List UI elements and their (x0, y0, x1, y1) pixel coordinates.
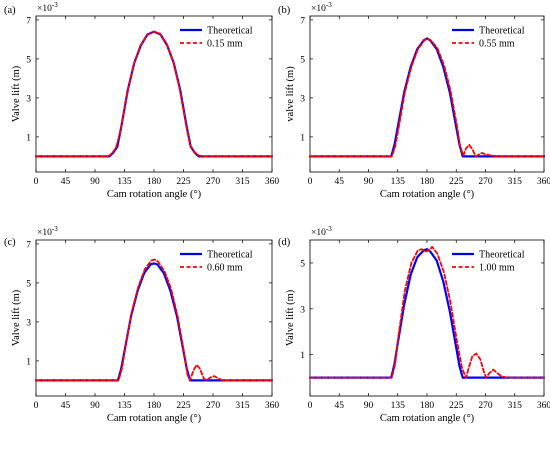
legend-entry: Theoretical (207, 26, 253, 37)
x-tick-label: 90 (364, 177, 374, 187)
x-tick-label: 315 (508, 401, 523, 411)
legend-entry: 1.00 mm (479, 263, 515, 274)
exponent-power: -3 (52, 225, 58, 233)
x-tick-label: 225 (176, 401, 191, 411)
exponent-base: ×10 (311, 228, 326, 238)
x-tick-label: 180 (147, 177, 162, 187)
x-tick-label: 315 (235, 177, 250, 187)
legend-entry: 0.60 mm (207, 263, 243, 274)
series-line-theoretical (34, 262, 274, 382)
x-tick-label: 135 (117, 177, 132, 187)
x-tick-label: 135 (391, 401, 406, 411)
x-tick-label: 180 (147, 401, 162, 411)
y-tick-label: 5 (300, 55, 305, 65)
series-line-measured (309, 245, 545, 379)
x-tick-label: 135 (391, 177, 406, 187)
y-tick-label: 1 (26, 357, 31, 367)
legend-entry: Theoretical (207, 250, 253, 261)
x-tick-label: 180 (420, 401, 435, 411)
exponent-label: ×10-3 (37, 1, 58, 14)
y-tick-label: 7 (26, 240, 31, 250)
x-tick-label: 315 (508, 177, 523, 187)
panel-label: (d) (278, 237, 291, 248)
panel-label: (c) (4, 237, 16, 248)
y-tick-label: 3 (300, 94, 305, 104)
x-tick-label: 270 (206, 401, 221, 411)
y-tick-label: 1 (26, 133, 31, 143)
y-tick-label: 3 (26, 94, 31, 104)
x-tick-label: 90 (90, 177, 100, 187)
legend-box (448, 20, 540, 50)
exponent-label: ×10-3 (37, 225, 58, 238)
exponent-label: ×10-3 (311, 225, 332, 238)
x-tick-label: 45 (61, 401, 71, 411)
x-tick-label: 270 (478, 401, 493, 411)
y-axis-label: Valve lift (m) (11, 65, 22, 122)
x-tick-label: 135 (117, 401, 132, 411)
y-tick-label: 5 (300, 259, 305, 269)
x-tick-label: 360 (265, 177, 280, 187)
x-axis-label: Cam rotation angle (°) (107, 189, 202, 200)
y-axis-label: Valve lift (m) (285, 289, 296, 346)
exponent-power: -3 (326, 1, 332, 9)
y-tick-label: 7 (300, 16, 305, 26)
x-tick-label: 45 (335, 401, 345, 411)
x-tick-label: 225 (449, 401, 464, 411)
series-line-theoretical (308, 37, 546, 158)
legend-box (176, 244, 268, 274)
y-tick-label: 7 (26, 16, 31, 26)
legend-entry: 0.15 mm (207, 39, 243, 50)
x-tick-label: 0 (308, 401, 313, 411)
panel-label: (b) (278, 5, 291, 16)
y-axis-label: Valve lift (m) (11, 289, 22, 346)
x-tick-label: 270 (478, 177, 493, 187)
exponent-power: -3 (52, 1, 58, 9)
x-tick-label: 360 (537, 401, 550, 411)
y-tick-label: 5 (26, 55, 31, 65)
y-tick-label: 1 (300, 351, 305, 361)
x-tick-label: 315 (235, 401, 250, 411)
exponent-label: ×10-3 (311, 1, 332, 14)
x-tick-label: 225 (176, 177, 191, 187)
exponent-base: ×10 (311, 4, 326, 14)
series-line-measured (35, 258, 273, 382)
legend-entry: Theoretical (479, 250, 525, 261)
y-tick-label: 1 (300, 133, 305, 143)
x-axis-label: Cam rotation angle (°) (380, 413, 475, 424)
x-tick-label: 90 (90, 401, 100, 411)
y-axis-label: valve lift (m) (285, 66, 296, 122)
x-tick-label: 180 (420, 177, 435, 187)
series-line-measured (309, 37, 545, 158)
legend-box (448, 244, 540, 274)
exponent-base: ×10 (37, 4, 52, 14)
legend-box (176, 20, 268, 50)
y-tick-label: 3 (26, 318, 31, 328)
x-tick-label: 270 (206, 177, 221, 187)
x-tick-label: 0 (34, 177, 39, 187)
x-tick-label: 90 (364, 401, 374, 411)
y-tick-label: 5 (26, 279, 31, 289)
exponent-power: -3 (326, 225, 332, 233)
x-tick-label: 225 (449, 177, 464, 187)
x-tick-label: 45 (61, 177, 71, 187)
series-line-theoretical (34, 30, 274, 158)
legend-entry: 0.55 mm (479, 39, 515, 50)
x-tick-label: 360 (265, 401, 280, 411)
x-tick-label: 360 (537, 177, 550, 187)
x-tick-label: 0 (34, 401, 39, 411)
x-tick-label: 45 (335, 177, 345, 187)
exponent-base: ×10 (37, 228, 52, 238)
legend-entry: Theoretical (479, 26, 525, 37)
x-axis-label: Cam rotation angle (°) (380, 189, 475, 200)
y-tick-label: 3 (300, 305, 305, 315)
panel-label: (a) (4, 5, 16, 16)
x-tick-label: 0 (308, 177, 313, 187)
x-axis-label: Cam rotation angle (°) (107, 413, 202, 424)
series-line-measured (35, 30, 273, 158)
